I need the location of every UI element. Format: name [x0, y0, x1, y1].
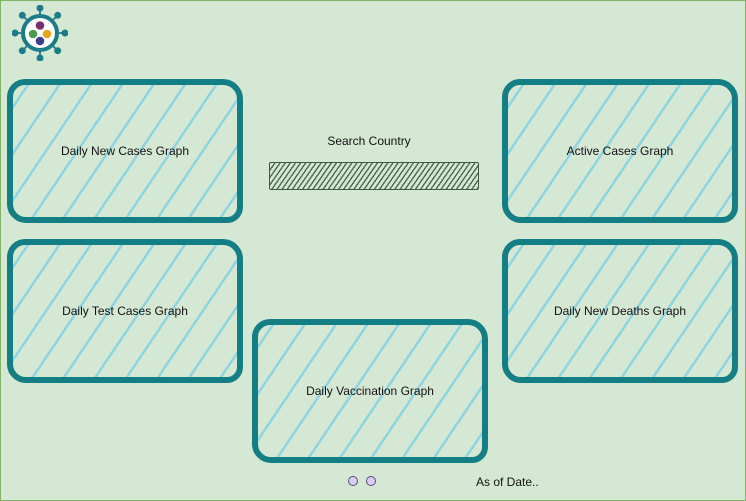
- daily-vaccination-graph-label: Daily Vaccination Graph: [306, 384, 434, 398]
- daily-new-cases-graph[interactable]: Daily New Cases Graph: [7, 79, 243, 223]
- virus-icon: [12, 5, 68, 61]
- daily-test-cases-graph-label: Daily Test Cases Graph: [62, 304, 188, 318]
- search-country-label: Search Country: [327, 134, 411, 148]
- daily-test-cases-graph[interactable]: Daily Test Cases Graph: [7, 239, 243, 383]
- page-dots: [348, 476, 376, 486]
- page-dot-1[interactable]: [348, 476, 358, 486]
- active-cases-graph[interactable]: Active Cases Graph: [502, 79, 738, 223]
- daily-new-cases-graph-label: Daily New Cases Graph: [60, 144, 190, 158]
- as-of-date-label: As of Date..: [476, 475, 539, 489]
- daily-new-deaths-graph[interactable]: Daily New Deaths Graph: [502, 239, 738, 383]
- active-cases-graph-label: Active Cases Graph: [566, 144, 674, 158]
- daily-vaccination-graph[interactable]: Daily Vaccination Graph: [252, 319, 488, 463]
- page-dot-2[interactable]: [366, 476, 376, 486]
- search-country-input[interactable]: [269, 162, 479, 190]
- daily-new-deaths-graph-label: Daily New Deaths Graph: [553, 304, 687, 318]
